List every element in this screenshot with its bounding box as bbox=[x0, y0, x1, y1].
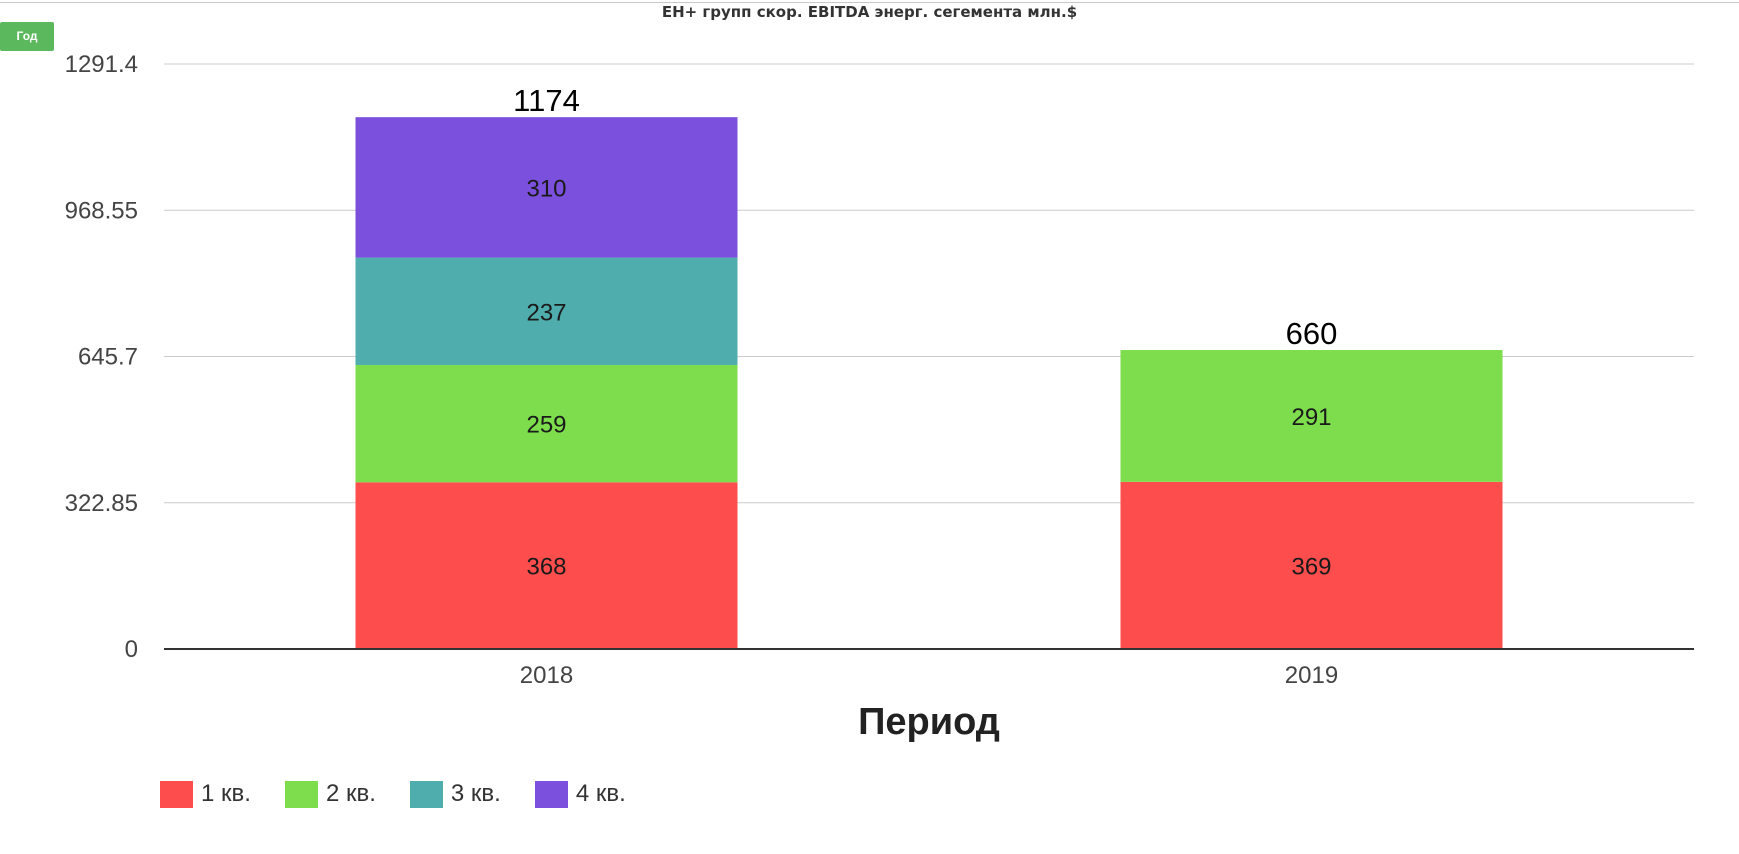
y-tick-label: 0 bbox=[125, 636, 138, 663]
bar-segment[interactable] bbox=[1120, 350, 1503, 482]
data-label: 369 bbox=[1291, 553, 1331, 580]
legend-swatch bbox=[284, 780, 318, 808]
x-axis-ticks: 2018 2019 bbox=[520, 662, 1338, 689]
chart-title: EH+ групп скор. EBITDA энерг. сегемента … bbox=[661, 3, 1078, 21]
legend-item[interactable]: 1 кв. bbox=[160, 780, 251, 808]
y-tick-label: 1291.4 bbox=[65, 51, 138, 78]
legend-item[interactable]: 4 кв. bbox=[534, 780, 626, 808]
legend-item[interactable]: 3 кв. bbox=[409, 780, 501, 808]
data-label: 368 bbox=[526, 554, 566, 581]
legend-label: 3 кв. bbox=[450, 780, 501, 807]
y-tick-label: 968.55 bbox=[65, 197, 138, 224]
data-label: 291 bbox=[1291, 404, 1331, 431]
total-label: 660 bbox=[1286, 316, 1338, 351]
legend-swatch bbox=[409, 780, 443, 808]
data-labels: 368 259 237 310 369 291 bbox=[526, 175, 1331, 580]
bar-segment[interactable] bbox=[355, 364, 738, 483]
bar-segment[interactable] bbox=[355, 117, 738, 258]
legend: 1 кв. 2 кв. 3 кв. 4 кв. bbox=[160, 780, 660, 808]
top-divider bbox=[0, 2, 1739, 3]
chart-plot: 0 322.85 645.7 968.55 1291.4 368 259 237 310 369… bbox=[65, 51, 1694, 743]
legend-swatch bbox=[160, 780, 193, 808]
bar-segment[interactable] bbox=[355, 482, 738, 649]
bar-segment[interactable] bbox=[355, 257, 738, 365]
x-tick-label: 2018 bbox=[520, 662, 573, 689]
total-label: 1174 bbox=[513, 83, 580, 118]
period-year-button[interactable]: Год bbox=[0, 22, 54, 51]
data-label: 237 bbox=[526, 299, 566, 326]
data-label: 310 bbox=[526, 175, 566, 202]
y-tick-label: 645.7 bbox=[78, 344, 138, 371]
data-label: 259 bbox=[526, 412, 566, 439]
legend-label: 1 кв. bbox=[201, 780, 251, 807]
x-tick-label: 2019 bbox=[1285, 662, 1338, 689]
legend-label: 4 кв. bbox=[575, 780, 626, 807]
legend-swatch bbox=[534, 780, 568, 808]
y-tick-label: 322.85 bbox=[65, 490, 138, 517]
bar-segment[interactable] bbox=[1120, 481, 1503, 649]
total-labels: 1174 660 bbox=[513, 83, 1337, 351]
legend-item[interactable]: 2 кв. bbox=[284, 780, 376, 808]
y-axis-ticks: 0 322.85 645.7 968.55 1291.4 bbox=[65, 51, 138, 663]
bars bbox=[355, 117, 1503, 649]
legend-label: 2 кв. bbox=[325, 780, 376, 807]
x-axis-title: Период bbox=[858, 701, 1000, 743]
